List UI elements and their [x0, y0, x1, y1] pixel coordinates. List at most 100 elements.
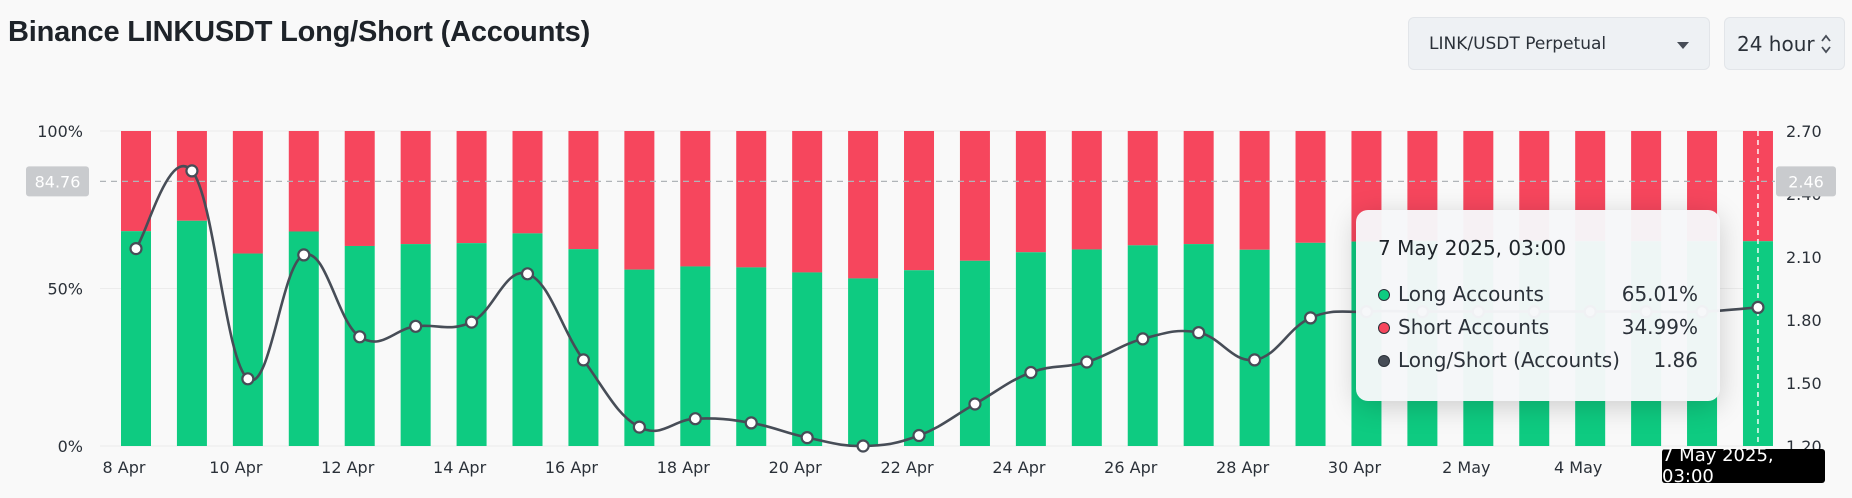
- long-bar: [624, 269, 655, 446]
- ratio-point: [185, 164, 199, 178]
- x-tick-label: 8 Apr: [103, 458, 146, 477]
- tooltip-label: Short Accounts: [1398, 315, 1550, 339]
- x-tick-label: 20 Apr: [769, 458, 823, 477]
- ratio-point: [129, 242, 143, 256]
- pair-select[interactable]: LINK/USDT Perpetual: [1408, 17, 1710, 70]
- tooltip-label: Long/Short (Accounts): [1398, 348, 1620, 372]
- y-left-tick-label: 0%: [58, 437, 83, 456]
- caret-down-icon: [1677, 42, 1689, 49]
- x-tick-label: 10 Apr: [209, 458, 263, 477]
- x-tick-label: 14 Apr: [433, 458, 487, 477]
- long-bar: [288, 231, 319, 446]
- short-bar: [1015, 131, 1046, 253]
- tooltip-row-ratio: Long/Short (Accounts) 1.86: [1378, 348, 1698, 376]
- crosshair-right-value: 2.46: [1788, 172, 1824, 191]
- ratio-point: [576, 353, 591, 367]
- short-bar: [904, 131, 935, 271]
- long-bar: [232, 253, 263, 446]
- ratio-point: [744, 416, 758, 430]
- x-tick-label: 12 Apr: [321, 458, 375, 477]
- x-tick-label: 26 Apr: [1104, 458, 1158, 477]
- short-dot-icon: [1378, 322, 1390, 334]
- ratio-point: [1192, 326, 1206, 340]
- short-bar: [680, 131, 711, 267]
- tooltip-date: 7 May 2025, 03:00: [1378, 236, 1567, 260]
- ratio-point: [912, 428, 926, 443]
- long-bar: [904, 270, 935, 446]
- x-tick-label: 2 May: [1442, 458, 1490, 477]
- chevron-up-down-icon: [1821, 34, 1831, 54]
- period-select-value: 24 hour: [1737, 31, 1815, 56]
- y-right-tick-label: 1.80: [1786, 311, 1822, 330]
- ratio-point: [1751, 300, 1765, 314]
- tooltip-value: 34.99%: [1621, 315, 1698, 339]
- long-bar: [1183, 244, 1214, 446]
- tooltip-row-short: Short Accounts 34.99%: [1378, 315, 1698, 343]
- ratio-point: [1024, 365, 1038, 380]
- crosshair-x-label: 7 May 2025, 03:00: [1662, 445, 1825, 487]
- long-bar: [792, 272, 823, 446]
- long-bar: [1295, 242, 1326, 446]
- y-right-tick-label: 1.50: [1786, 374, 1822, 393]
- x-tick-label: 30 Apr: [1328, 458, 1382, 477]
- ratio-point: [1303, 311, 1318, 325]
- y-left-tick-label: 100%: [37, 122, 83, 141]
- short-bar: [1071, 131, 1102, 250]
- x-tick-label: 22 Apr: [880, 458, 934, 477]
- short-bar: [624, 131, 655, 270]
- long-dot-icon: [1378, 289, 1390, 301]
- ratio-point: [856, 439, 870, 453]
- long-bar: [176, 220, 207, 446]
- x-tick-label: 4 May: [1554, 458, 1602, 477]
- long-bar: [736, 267, 767, 446]
- ratio-dot-icon: [1378, 355, 1390, 367]
- long-bar: [1071, 249, 1102, 446]
- period-select[interactable]: 24 hour: [1724, 17, 1845, 70]
- x-tick-label: 18 Apr: [657, 458, 711, 477]
- y-right-tick-label: 2.70: [1786, 122, 1822, 141]
- short-bar: [512, 131, 543, 234]
- x-tick-label: 28 Apr: [1216, 458, 1270, 477]
- ratio-point: [968, 397, 982, 411]
- page-title: Binance LINKUSDT Long/Short (Accounts): [8, 16, 591, 48]
- y-right-tick-label: 2.10: [1786, 248, 1822, 267]
- ratio-point: [800, 431, 814, 445]
- ratio-point: [1136, 332, 1150, 346]
- ratio-point: [409, 319, 423, 333]
- short-bar: [1183, 131, 1214, 245]
- long-bar: [512, 233, 543, 446]
- long-bar: [400, 244, 431, 446]
- crosshair-left-value: 84.76: [35, 172, 81, 191]
- tooltip-label: Long Accounts: [1398, 282, 1544, 306]
- long-bar: [568, 249, 599, 446]
- short-bar: [959, 131, 990, 261]
- x-tick-label: 24 Apr: [992, 458, 1046, 477]
- pair-select-value: LINK/USDT Perpetual: [1429, 33, 1607, 54]
- long-bar: [1127, 245, 1158, 446]
- short-bar: [232, 131, 263, 254]
- short-bar: [456, 131, 487, 244]
- crosshair-right-badge: [1776, 166, 1836, 197]
- short-bar: [400, 131, 431, 245]
- ratio-point: [1080, 355, 1094, 369]
- ratio-point: [297, 248, 311, 262]
- ratio-point: [353, 330, 367, 344]
- short-bar: [1239, 131, 1270, 250]
- tooltip-row-long: Long Accounts 65.01%: [1378, 282, 1698, 310]
- x-tick-label: 16 Apr: [545, 458, 599, 477]
- short-bar: [1127, 131, 1158, 246]
- ratio-point: [632, 420, 646, 434]
- short-bar: [848, 131, 879, 279]
- ratio-point: [464, 315, 479, 329]
- ratio-point: [1247, 353, 1262, 367]
- long-bar: [1015, 252, 1046, 446]
- crosshair-left-badge: [26, 166, 89, 197]
- y-left-tick-label: 50%: [47, 280, 83, 299]
- long-bar: [959, 260, 990, 446]
- ratio-point: [688, 412, 702, 426]
- short-bar: [1295, 131, 1326, 243]
- short-bar: [344, 131, 375, 246]
- ratio-point: [520, 267, 535, 281]
- long-bar: [1239, 249, 1270, 446]
- short-bar: [792, 131, 823, 273]
